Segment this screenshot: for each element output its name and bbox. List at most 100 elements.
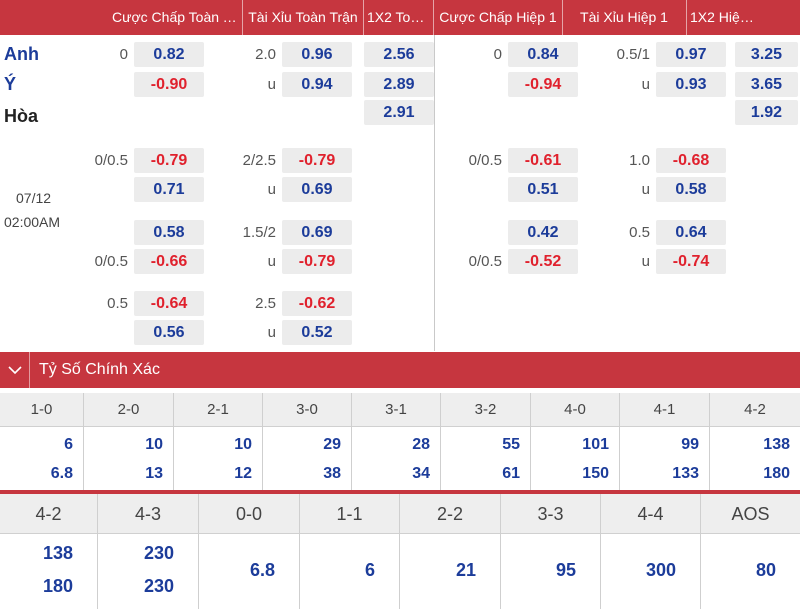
h1-ou-under-odds[interactable]: 0.93 <box>656 72 726 97</box>
score-home-odds[interactable]: 99 <box>681 436 699 453</box>
alt1-h1-ah-home-odds[interactable]: -0.61 <box>508 148 578 173</box>
correct-score-cell[interactable]: 3-1 28 34 <box>352 393 441 490</box>
score-away-odds[interactable]: 133 <box>672 465 699 482</box>
correct-score-cell[interactable]: 3-0 29 38 <box>263 393 352 490</box>
alt1-ou-under-odds[interactable]: 0.69 <box>282 177 352 202</box>
alt3-ou-under-odds[interactable]: 0.52 <box>282 320 352 345</box>
h1-x12-home-odds[interactable]: 3.25 <box>735 42 798 67</box>
score-odds[interactable]: 300 <box>645 560 676 580</box>
h1-ou-under-label: u <box>641 76 650 93</box>
header-ou-half1[interactable]: Tài Xỉu Hiệp 1 <box>580 9 668 25</box>
score-away-odds[interactable]: 61 <box>502 465 520 482</box>
x12-draw-odds[interactable]: 2.91 <box>364 100 434 125</box>
score-away-odds[interactable]: 34 <box>412 465 430 482</box>
header-ah-fulltime[interactable]: Cược Chấp Toàn Trận <box>112 9 240 25</box>
alt2-ou-under-odds[interactable]: -0.79 <box>282 249 352 274</box>
correct-score-cell[interactable]: 1-1 6 <box>300 494 400 609</box>
alt1-ah-away-odds[interactable]: 0.71 <box>134 177 204 202</box>
correct-score-cell[interactable]: 0-0 6.8 <box>199 494 300 609</box>
alt2-h1-ah-home-odds[interactable]: 0.42 <box>508 220 578 245</box>
ou-under-odds[interactable]: 0.94 <box>282 72 352 97</box>
x12-home-odds[interactable]: 2.56 <box>364 42 434 67</box>
header-1x2-half1[interactable]: 1X2 Hiệp 1 <box>690 9 760 25</box>
score-home-odds[interactable]: 138 <box>763 436 790 453</box>
alt2-ou-over-odds[interactable]: 0.69 <box>282 220 352 245</box>
alt1-h1-ah-away-odds[interactable]: 0.51 <box>508 177 578 202</box>
correct-score-cell[interactable]: 4-2 138 180 <box>0 494 98 609</box>
alt3-ou-over-odds[interactable]: -0.62 <box>282 291 352 316</box>
alt1-ou-over-odds[interactable]: -0.79 <box>282 148 352 173</box>
header-1x2-fulltime[interactable]: 1X2 Toàn Trận <box>367 9 431 25</box>
x12-away-odds[interactable]: 2.89 <box>364 72 434 97</box>
score-away-odds[interactable]: 180 <box>42 576 73 596</box>
header-ou-fulltime[interactable]: Tài Xỉu Toàn Trận <box>248 9 358 25</box>
correct-score-section-header[interactable]: Tỷ Số Chính Xác <box>0 352 800 388</box>
team-home: Anh <box>4 44 39 64</box>
alt2-ah-home-odds[interactable]: 0.58 <box>134 220 204 245</box>
correct-score-cell[interactable]: 3-3 95 <box>501 494 601 609</box>
score-home-odds[interactable]: 138 <box>42 543 73 563</box>
correct-score-cell[interactable]: 2-0 10 13 <box>84 393 174 490</box>
correct-score-cell[interactable]: 2-2 21 <box>400 494 501 609</box>
ou-over-odds[interactable]: 0.96 <box>282 42 352 67</box>
score-home-odds[interactable]: 6 <box>64 436 73 453</box>
h1-ah-home-odds[interactable]: 0.84 <box>508 42 578 67</box>
score-away-odds[interactable]: 38 <box>323 465 341 482</box>
score-odds[interactable]: 21 <box>455 560 476 580</box>
correct-score-cell[interactable]: 4-1 99 133 <box>620 393 710 490</box>
team-draw: Hòa <box>4 106 39 126</box>
score-away-odds[interactable]: 12 <box>234 465 252 482</box>
score-odds[interactable]: 80 <box>755 560 776 580</box>
correct-score-cell[interactable]: 2-1 10 12 <box>174 393 263 490</box>
score-odds[interactable]: 6 <box>364 560 375 580</box>
alt1-h1-ou-under-odds[interactable]: 0.58 <box>656 177 726 202</box>
correct-score-cell[interactable]: 1-0 6 6.8 <box>0 393 84 490</box>
correct-score-cell[interactable]: 4-4 300 <box>601 494 701 609</box>
correct-score-cell[interactable]: 3-2 55 61 <box>441 393 531 490</box>
score-home-odds[interactable]: 28 <box>412 436 430 453</box>
score-away-odds[interactable]: 230 <box>143 576 174 596</box>
alt2-ah-line: 0/0.5 <box>94 253 128 270</box>
alt2-ou-line: 1.5/2 <box>242 224 276 241</box>
score-away-odds[interactable]: 13 <box>145 465 163 482</box>
score-home-odds[interactable]: 55 <box>502 436 520 453</box>
alt1-ah-home-odds[interactable]: -0.79 <box>134 148 204 173</box>
chevron-down-icon[interactable] <box>0 352 30 388</box>
correct-score-cell[interactable]: 4-0 101 150 <box>531 393 620 490</box>
alt2-h1-ou-under-odds[interactable]: -0.74 <box>656 249 726 274</box>
score-label: 4-2 <box>710 393 800 427</box>
correct-score-cell[interactable]: 4-2 138 180 <box>710 393 800 490</box>
h1-ou-over-odds[interactable]: 0.97 <box>656 42 726 67</box>
score-label: 0-0 <box>199 494 299 534</box>
score-home-odds[interactable]: 230 <box>143 543 174 563</box>
alt3-ah-home-odds[interactable]: -0.64 <box>134 291 204 316</box>
score-odds[interactable]: 95 <box>555 560 576 580</box>
ah-home-odds[interactable]: 0.82 <box>134 42 204 67</box>
score-label: 4-1 <box>620 393 709 427</box>
row-divider <box>0 490 800 494</box>
h1-ah-away-odds[interactable]: -0.94 <box>508 72 578 97</box>
score-away-odds[interactable]: 180 <box>763 465 790 482</box>
correct-score-cell[interactable]: AOS 80 <box>701 494 800 609</box>
h1-x12-away-odds[interactable]: 3.65 <box>735 72 798 97</box>
correct-score-cell[interactable]: 4-3 230 230 <box>98 494 199 609</box>
score-away-odds[interactable]: 150 <box>582 465 609 482</box>
score-home-odds[interactable]: 29 <box>323 436 341 453</box>
alt2-h1-ah-away-odds[interactable]: -0.52 <box>508 249 578 274</box>
h1-x12-draw-odds[interactable]: 1.92 <box>735 100 798 125</box>
header-ah-half1[interactable]: Cược Chấp Hiệp 1 <box>439 9 557 25</box>
h1-ah-line: 0 <box>493 46 502 63</box>
score-home-odds[interactable]: 101 <box>582 436 609 453</box>
score-odds[interactable]: 6.8 <box>249 560 275 580</box>
alt2-h1-ou-over-odds[interactable]: 0.64 <box>656 220 726 245</box>
score-home-odds[interactable]: 10 <box>145 436 163 453</box>
ah-away-odds[interactable]: -0.90 <box>134 72 204 97</box>
team-away: Ý <box>4 74 17 94</box>
score-away-odds[interactable]: 6.8 <box>50 465 73 482</box>
alt1-h1-ou-over-odds[interactable]: -0.68 <box>656 148 726 173</box>
alt2-ou-under-label: u <box>267 253 276 270</box>
score-label: 3-1 <box>352 393 440 427</box>
alt3-ah-away-odds[interactable]: 0.56 <box>134 320 204 345</box>
score-home-odds[interactable]: 10 <box>234 436 252 453</box>
alt2-ah-away-odds[interactable]: -0.66 <box>134 249 204 274</box>
